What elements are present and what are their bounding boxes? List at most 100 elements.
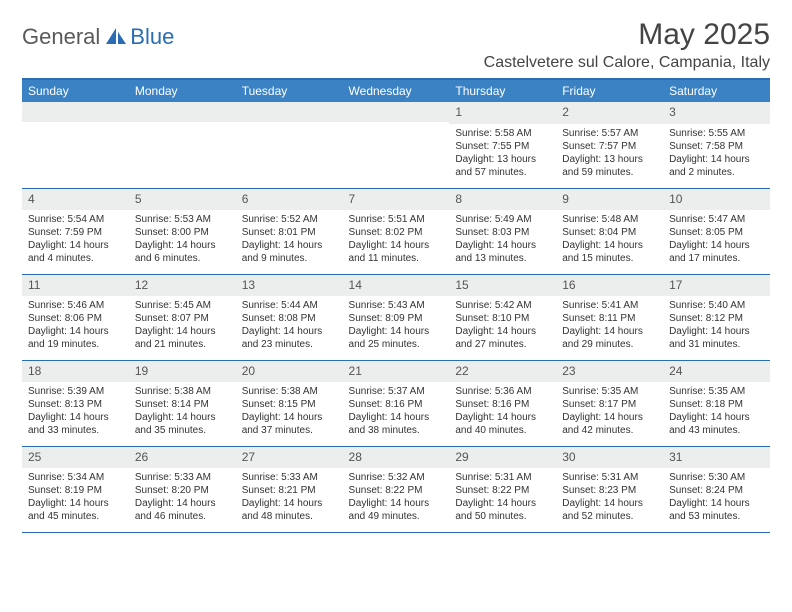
weekday-header: Wednesday bbox=[343, 79, 450, 102]
sunset-text: Sunset: 8:22 PM bbox=[455, 484, 550, 497]
sunrise-text: Sunrise: 5:39 AM bbox=[28, 385, 123, 398]
daylight-text: Daylight: 14 hours and 35 minutes. bbox=[135, 411, 230, 437]
calendar-day-cell: 20Sunrise: 5:38 AMSunset: 8:15 PMDayligh… bbox=[236, 360, 343, 446]
sunset-text: Sunset: 8:08 PM bbox=[242, 312, 337, 325]
day-content: Sunrise: 5:48 AMSunset: 8:04 PMDaylight:… bbox=[556, 210, 663, 269]
calendar-day-cell: 13Sunrise: 5:44 AMSunset: 8:08 PMDayligh… bbox=[236, 274, 343, 360]
day-content: Sunrise: 5:43 AMSunset: 8:09 PMDaylight:… bbox=[343, 296, 450, 355]
day-number: 21 bbox=[343, 361, 450, 383]
sunrise-text: Sunrise: 5:49 AM bbox=[455, 213, 550, 226]
daylight-text: Daylight: 14 hours and 33 minutes. bbox=[28, 411, 123, 437]
sunset-text: Sunset: 8:11 PM bbox=[562, 312, 657, 325]
daylight-text: Daylight: 14 hours and 19 minutes. bbox=[28, 325, 123, 351]
sunrise-text: Sunrise: 5:35 AM bbox=[669, 385, 764, 398]
day-content: Sunrise: 5:31 AMSunset: 8:22 PMDaylight:… bbox=[449, 468, 556, 527]
day-content: Sunrise: 5:58 AMSunset: 7:55 PMDaylight:… bbox=[449, 124, 556, 183]
day-content: Sunrise: 5:38 AMSunset: 8:15 PMDaylight:… bbox=[236, 382, 343, 441]
calendar-day-cell: 29Sunrise: 5:31 AMSunset: 8:22 PMDayligh… bbox=[449, 446, 556, 532]
calendar-day-cell: 25Sunrise: 5:34 AMSunset: 8:19 PMDayligh… bbox=[22, 446, 129, 532]
day-number bbox=[236, 102, 343, 122]
calendar-day-cell: 19 Sunrise: 5:38 AMSunset: 8:14 PMDayligh… bbox=[129, 360, 236, 446]
day-content: Sunrise: 5:33 AMSunset: 8:21 PMDaylight:… bbox=[236, 468, 343, 527]
day-number: 8 bbox=[449, 189, 556, 211]
daylight-text: Daylight: 14 hours and 11 minutes. bbox=[349, 239, 444, 265]
sunrise-text: Sunrise: 5:35 AM bbox=[562, 385, 657, 398]
day-number: 10 bbox=[663, 189, 770, 211]
brand-part1: General bbox=[22, 24, 100, 50]
calendar-week-row: 1Sunrise: 5:58 AMSunset: 7:55 PMDaylight… bbox=[22, 102, 770, 188]
day-number: 24 bbox=[663, 361, 770, 383]
day-number: 31 bbox=[663, 447, 770, 469]
day-number: 23 bbox=[556, 361, 663, 383]
sunset-text: Sunset: 8:22 PM bbox=[349, 484, 444, 497]
title-block: May 2025 Castelvetere sul Calore, Campan… bbox=[484, 18, 770, 72]
sunset-text: Sunset: 8:16 PM bbox=[455, 398, 550, 411]
weekday-header: Friday bbox=[556, 79, 663, 102]
calendar-day-cell bbox=[343, 102, 450, 188]
sunrise-text: Sunrise: 5:41 AM bbox=[562, 299, 657, 312]
calendar-day-cell: 3Sunrise: 5:55 AMSunset: 7:58 PMDaylight… bbox=[663, 102, 770, 188]
daylight-text: Daylight: 14 hours and 2 minutes. bbox=[669, 153, 764, 179]
day-content: Sunrise: 5:45 AMSunset: 8:07 PMDaylight:… bbox=[129, 296, 236, 355]
day-number: 19 bbox=[129, 361, 236, 383]
sunrise-text: Sunrise: 5:38 AM bbox=[135, 385, 230, 398]
sail-icon bbox=[106, 28, 128, 46]
calendar-day-cell: 10Sunrise: 5:47 AMSunset: 8:05 PMDayligh… bbox=[663, 188, 770, 274]
calendar-day-cell: 9Sunrise: 5:48 AMSunset: 8:04 PMDaylight… bbox=[556, 188, 663, 274]
sunset-text: Sunset: 8:19 PM bbox=[28, 484, 123, 497]
calendar-day-cell: 18Sunrise: 5:39 AMSunset: 8:13 PMDayligh… bbox=[22, 360, 129, 446]
sunset-text: Sunset: 7:55 PM bbox=[455, 140, 550, 153]
day-number bbox=[22, 102, 129, 122]
sunrise-text: Sunrise: 5:45 AM bbox=[135, 299, 230, 312]
sunset-text: Sunset: 8:18 PM bbox=[669, 398, 764, 411]
calendar-day-cell: 4Sunrise: 5:54 AMSunset: 7:59 PMDaylight… bbox=[22, 188, 129, 274]
header: General Blue May 2025 Castelvetere sul C… bbox=[22, 18, 770, 72]
sunset-text: Sunset: 7:57 PM bbox=[562, 140, 657, 153]
calendar-table: Sunday Monday Tuesday Wednesday Thursday… bbox=[22, 78, 770, 533]
weekday-header: Tuesday bbox=[236, 79, 343, 102]
day-number: 28 bbox=[343, 447, 450, 469]
sunset-text: Sunset: 8:06 PM bbox=[28, 312, 123, 325]
day-number: 29 bbox=[449, 447, 556, 469]
sunrise-text: Sunrise: 5:58 AM bbox=[455, 127, 550, 140]
sunset-text: Sunset: 8:10 PM bbox=[455, 312, 550, 325]
month-title: May 2025 bbox=[484, 18, 770, 52]
sunrise-text: Sunrise: 5:33 AM bbox=[135, 471, 230, 484]
calendar-day-cell: 7Sunrise: 5:51 AMSunset: 8:02 PMDaylight… bbox=[343, 188, 450, 274]
calendar-day-cell: 31Sunrise: 5:30 AMSunset: 8:24 PMDayligh… bbox=[663, 446, 770, 532]
sunset-text: Sunset: 8:07 PM bbox=[135, 312, 230, 325]
daylight-text: Daylight: 14 hours and 15 minutes. bbox=[562, 239, 657, 265]
calendar-day-cell: 16Sunrise: 5:41 AMSunset: 8:11 PMDayligh… bbox=[556, 274, 663, 360]
calendar-day-cell: 28Sunrise: 5:32 AMSunset: 8:22 PMDayligh… bbox=[343, 446, 450, 532]
location: Castelvetere sul Calore, Campania, Italy bbox=[484, 54, 770, 72]
daylight-text: Daylight: 14 hours and 13 minutes. bbox=[455, 239, 550, 265]
day-content: Sunrise: 5:32 AMSunset: 8:22 PMDaylight:… bbox=[343, 468, 450, 527]
day-content: Sunrise: 5:33 AMSunset: 8:20 PMDaylight:… bbox=[129, 468, 236, 527]
day-number: 7 bbox=[343, 189, 450, 211]
day-content: Sunrise: 5:37 AMSunset: 8:16 PMDaylight:… bbox=[343, 382, 450, 441]
daylight-text: Daylight: 14 hours and 40 minutes. bbox=[455, 411, 550, 437]
day-number: 9 bbox=[556, 189, 663, 211]
daylight-text: Daylight: 13 hours and 59 minutes. bbox=[562, 153, 657, 179]
sunrise-text: Sunrise: 5:46 AM bbox=[28, 299, 123, 312]
sunrise-text: Sunrise: 5:57 AM bbox=[562, 127, 657, 140]
sunset-text: Sunset: 8:02 PM bbox=[349, 226, 444, 239]
calendar-day-cell: 17Sunrise: 5:40 AMSunset: 8:12 PMDayligh… bbox=[663, 274, 770, 360]
calendar-day-cell: 11Sunrise: 5:46 AMSunset: 8:06 PMDayligh… bbox=[22, 274, 129, 360]
daylight-text: Daylight: 14 hours and 21 minutes. bbox=[135, 325, 230, 351]
sunrise-text: Sunrise: 5:33 AM bbox=[242, 471, 337, 484]
day-number: 26 bbox=[129, 447, 236, 469]
sunset-text: Sunset: 8:04 PM bbox=[562, 226, 657, 239]
day-content: Sunrise: 5:31 AMSunset: 8:23 PMDaylight:… bbox=[556, 468, 663, 527]
day-content: Sunrise: 5:35 AMSunset: 8:17 PMDaylight:… bbox=[556, 382, 663, 441]
day-number: 4 bbox=[22, 189, 129, 211]
sunset-text: Sunset: 7:58 PM bbox=[669, 140, 764, 153]
day-content: Sunrise: 5:41 AMSunset: 8:11 PMDaylight:… bbox=[556, 296, 663, 355]
calendar-day-cell: 30Sunrise: 5:31 AMSunset: 8:23 PMDayligh… bbox=[556, 446, 663, 532]
sunset-text: Sunset: 8:14 PM bbox=[135, 398, 230, 411]
daylight-text: Daylight: 14 hours and 50 minutes. bbox=[455, 497, 550, 523]
sunset-text: Sunset: 8:12 PM bbox=[669, 312, 764, 325]
sunset-text: Sunset: 8:09 PM bbox=[349, 312, 444, 325]
day-content: Sunrise: 5:39 AMSunset: 8:13 PMDaylight:… bbox=[22, 382, 129, 441]
daylight-text: Daylight: 14 hours and 9 minutes. bbox=[242, 239, 337, 265]
